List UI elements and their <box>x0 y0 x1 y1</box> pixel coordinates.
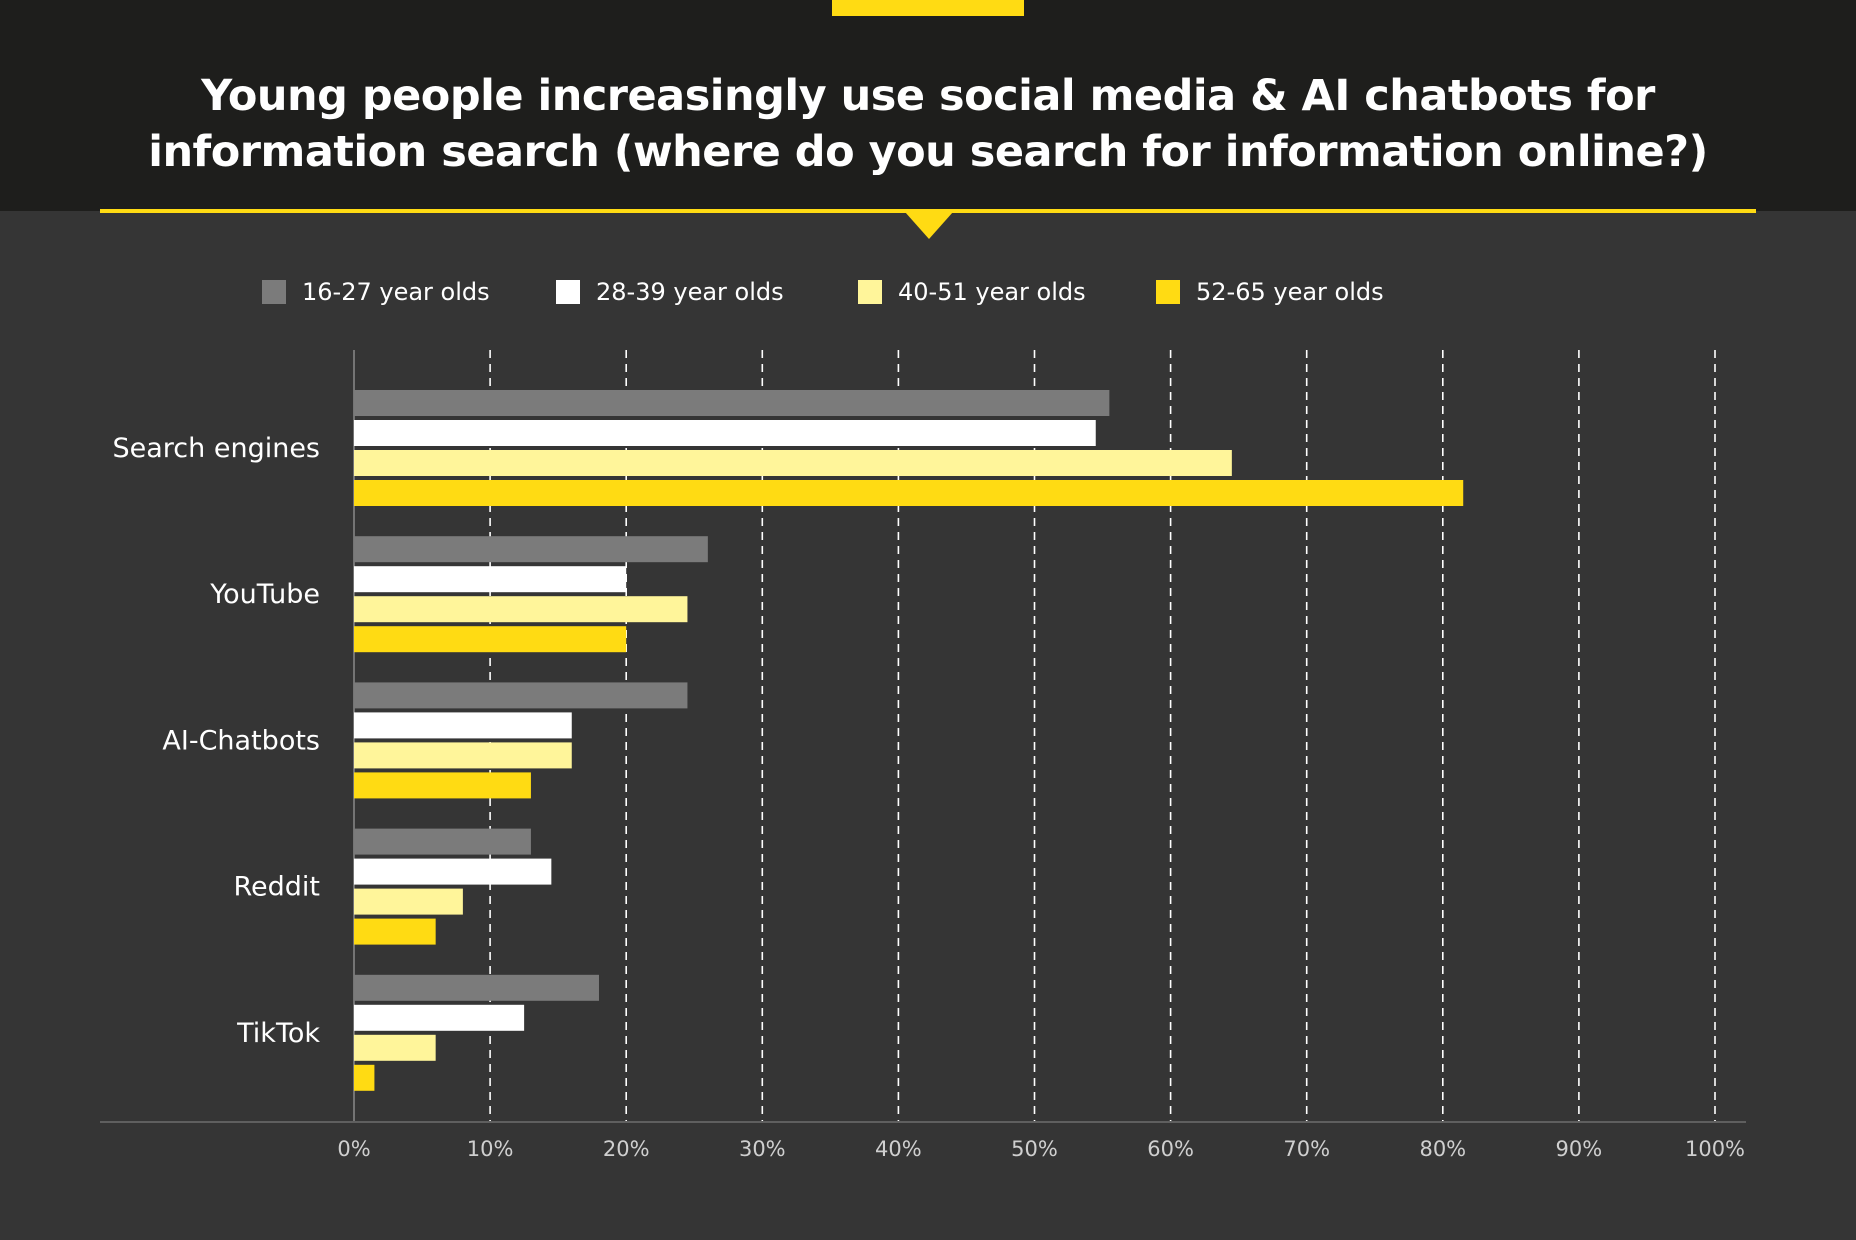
x-tick-label: 60% <box>1147 1137 1194 1161</box>
legend-label: 28-39 year olds <box>596 278 784 306</box>
category-label: Reddit <box>233 872 320 903</box>
bar <box>354 626 627 653</box>
category-label: TikTok <box>236 1018 320 1049</box>
x-tick-label: 90% <box>1556 1137 1603 1161</box>
chart-title: Young people increasingly use social med… <box>148 71 1708 177</box>
bar <box>354 772 531 799</box>
x-tick-label: 50% <box>1011 1137 1058 1161</box>
bar <box>354 420 1096 446</box>
x-tick-label: 30% <box>739 1137 786 1161</box>
bar <box>354 480 1464 506</box>
bar <box>354 1004 525 1031</box>
title-banner <box>0 0 1856 211</box>
bar <box>354 1034 436 1061</box>
bar <box>354 742 572 769</box>
category-label: YouTube <box>209 579 320 610</box>
x-tick-label: 70% <box>1283 1137 1330 1161</box>
bar <box>354 712 572 739</box>
legend-label: 16-27 year olds <box>302 278 490 306</box>
x-tick-label: 100% <box>1685 1137 1745 1161</box>
bar <box>354 682 688 709</box>
bar <box>354 858 552 885</box>
legend-swatch <box>858 280 882 304</box>
x-tick-label: 0% <box>337 1137 370 1161</box>
bar <box>354 390 1110 416</box>
x-tick-label: 10% <box>467 1137 514 1161</box>
legend-label: 40-51 year olds <box>898 278 1086 306</box>
bar <box>354 828 531 855</box>
bar <box>354 450 1232 476</box>
legend-swatch <box>1156 280 1180 304</box>
x-tick-label: 40% <box>875 1137 922 1161</box>
category-label: Search engines <box>113 433 321 464</box>
bar <box>354 596 688 623</box>
bar <box>354 1064 375 1091</box>
category-label: AI-Chatbots <box>162 725 320 756</box>
bar <box>354 918 436 945</box>
bar <box>354 566 627 593</box>
bar <box>354 536 708 563</box>
title-underline <box>100 209 1756 213</box>
x-tick-label: 20% <box>603 1137 650 1161</box>
bar <box>354 888 463 915</box>
legend-label: 52-65 year olds <box>1196 278 1384 306</box>
accent-tab <box>832 0 1024 16</box>
x-tick-label: 80% <box>1419 1137 1466 1161</box>
legend-swatch <box>262 280 286 304</box>
legend-swatch <box>556 280 580 304</box>
pointer-triangle <box>905 212 953 239</box>
bar <box>354 974 599 1001</box>
